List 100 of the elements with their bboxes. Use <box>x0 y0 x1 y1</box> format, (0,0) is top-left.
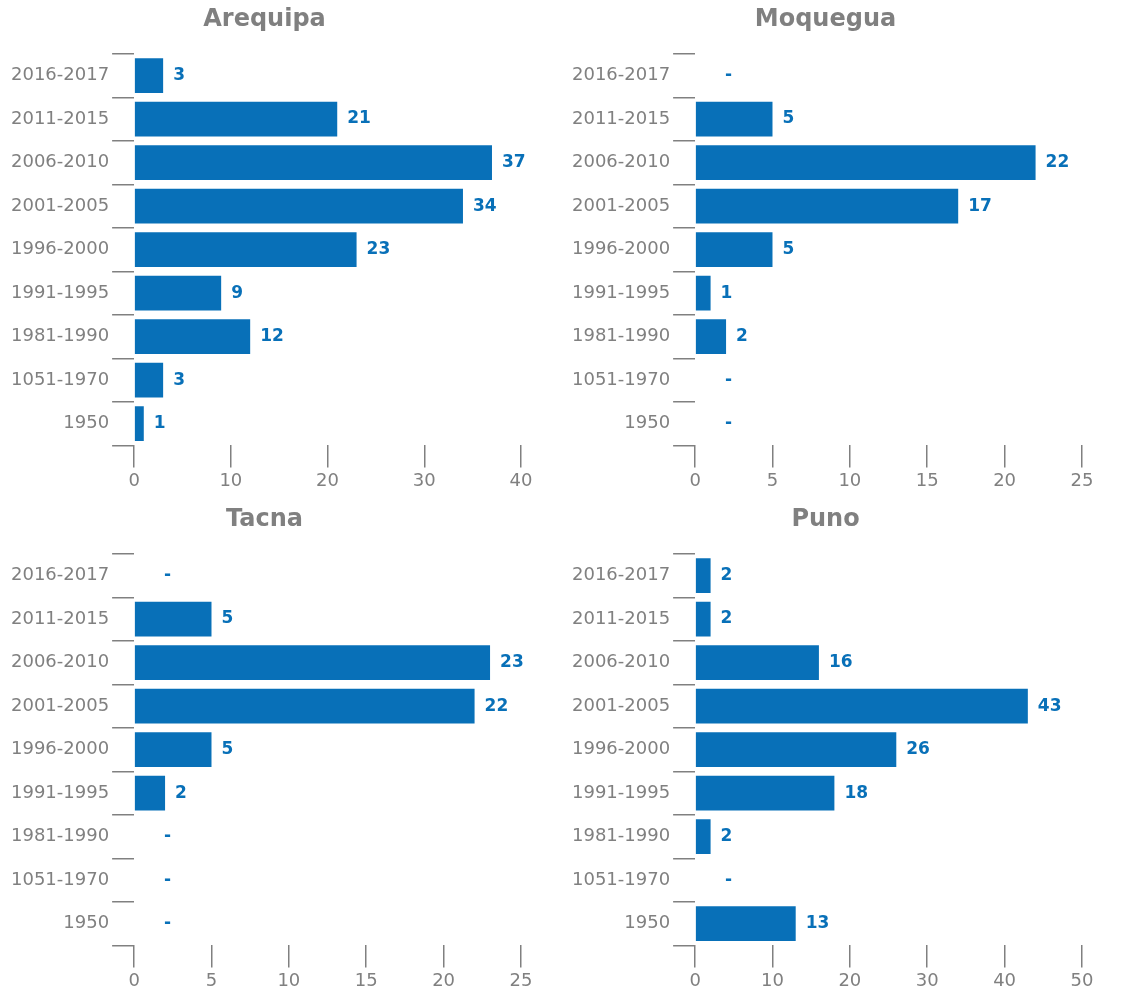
y-tick-label: 1950 <box>63 911 110 933</box>
x-tick-label: 40 <box>993 968 1017 990</box>
bar <box>695 145 1036 180</box>
x-tick-label: 0 <box>689 468 701 490</box>
bar <box>134 362 164 398</box>
x-tick-label: 5 <box>205 968 218 990</box>
data-label: 26 <box>906 738 930 759</box>
y-tick-label: 2001-2005 <box>571 693 671 715</box>
y-tick-label: 2011-2015 <box>571 606 671 628</box>
data-label: 2 <box>720 607 733 628</box>
x-tick-label: 15 <box>354 968 378 990</box>
data-label: 5 <box>782 238 795 259</box>
bar <box>134 601 212 637</box>
y-tick-label: 1991-1995 <box>571 280 671 302</box>
x-tick-label: 30 <box>412 468 436 490</box>
text: - <box>164 825 172 846</box>
y-tick-label: 2001-2005 <box>10 193 110 215</box>
chart-title: Moquegua <box>754 3 897 32</box>
y-tick-label: 2016-2017 <box>10 63 110 85</box>
bar <box>695 601 711 637</box>
x-tick-label: 20 <box>838 968 862 990</box>
y-tick-label: 2011-2015 <box>10 606 110 628</box>
data-label: 5 <box>221 607 234 628</box>
y-tick-label: 2011-2015 <box>10 106 110 128</box>
x-tick-label: 20 <box>316 468 340 490</box>
text: - <box>164 563 172 584</box>
bar <box>695 275 711 311</box>
data-label: 23 <box>500 651 524 671</box>
x-tick-label: 10 <box>219 468 243 490</box>
data-label: 3 <box>173 63 185 84</box>
x-tick-label: 30 <box>915 968 939 990</box>
x-tick-label: 40 <box>509 468 533 490</box>
data-label: 43 <box>1037 694 1062 715</box>
y-tick-label: 1991-1995 <box>10 780 110 802</box>
data-label: 37 <box>501 151 526 171</box>
data-label: 2 <box>720 825 733 846</box>
x-tick-label: 20 <box>993 468 1017 490</box>
data-label: 2 <box>720 563 733 584</box>
bar <box>695 645 819 680</box>
data-label: 2 <box>736 325 748 346</box>
data-label: 16 <box>828 651 853 671</box>
data-label: 1 <box>720 281 733 302</box>
y-tick-label: 1051-1970 <box>10 867 110 889</box>
x-tick-label: 0 <box>689 968 701 990</box>
bar <box>695 319 727 355</box>
data-label: 13 <box>805 912 830 933</box>
x-tick-label: 10 <box>838 468 862 490</box>
data-label: 9 <box>231 281 244 302</box>
y-tick-label: 1991-1995 <box>10 280 110 302</box>
bar <box>134 58 164 93</box>
x-tick-label: 0 <box>128 968 140 990</box>
bar <box>695 775 835 811</box>
data-label: 23 <box>366 238 391 259</box>
data-label: 2 <box>175 781 187 802</box>
y-tick-label: 2006-2010 <box>571 650 671 672</box>
data-label: 34 <box>472 194 497 215</box>
text: - <box>725 368 733 389</box>
data-label: 22 <box>484 694 509 715</box>
text: - <box>725 412 733 433</box>
x-tick-label: 10 <box>761 968 784 990</box>
y-tick-label: 1051-1970 <box>571 367 671 389</box>
chart-title: Arequipa <box>203 3 326 32</box>
bar <box>134 145 492 180</box>
bar <box>695 188 959 224</box>
y-tick-label: 1981-1990 <box>571 324 671 346</box>
bar <box>695 819 711 855</box>
y-tick-label: 2001-2005 <box>571 193 671 215</box>
text: - <box>725 868 733 889</box>
chart-title: Puno <box>791 503 860 532</box>
y-tick-label: 1950 <box>624 411 671 433</box>
data-label: 18 <box>844 781 869 802</box>
y-tick-label: 2006-2010 <box>571 150 671 172</box>
data-label: 21 <box>347 107 371 128</box>
y-tick-label: 1051-1970 <box>571 867 671 889</box>
y-tick-label: 2011-2015 <box>571 106 671 128</box>
y-tick-label: 1981-1990 <box>571 824 671 846</box>
chart-title: Tacna <box>226 503 303 532</box>
x-tick-label: 15 <box>915 468 939 490</box>
y-tick-label: 1996-2000 <box>10 237 110 259</box>
y-tick-label: 2006-2010 <box>10 650 110 672</box>
data-label: 12 <box>260 325 284 346</box>
y-tick-label: 1950 <box>63 411 110 433</box>
text: - <box>164 912 172 933</box>
x-tick-label: 25 <box>1070 468 1094 490</box>
y-tick-label: 1996-2000 <box>571 737 671 759</box>
y-tick-label: 1981-1990 <box>10 324 110 346</box>
x-tick-label: 20 <box>432 968 456 990</box>
bar <box>695 558 711 593</box>
y-tick-label: 1991-1995 <box>571 780 671 802</box>
data-label: 3 <box>173 368 185 389</box>
x-tick-label: 0 <box>128 468 140 490</box>
bar <box>134 406 144 442</box>
bar <box>695 688 1028 724</box>
bar <box>695 906 796 942</box>
y-tick-label: 1051-1970 <box>10 367 110 389</box>
y-tick-label: 1981-1990 <box>10 824 110 846</box>
data-label: 1 <box>153 412 166 433</box>
text: - <box>164 868 172 889</box>
y-tick-label: 2006-2010 <box>10 150 110 172</box>
x-tick-label: 25 <box>509 968 533 990</box>
